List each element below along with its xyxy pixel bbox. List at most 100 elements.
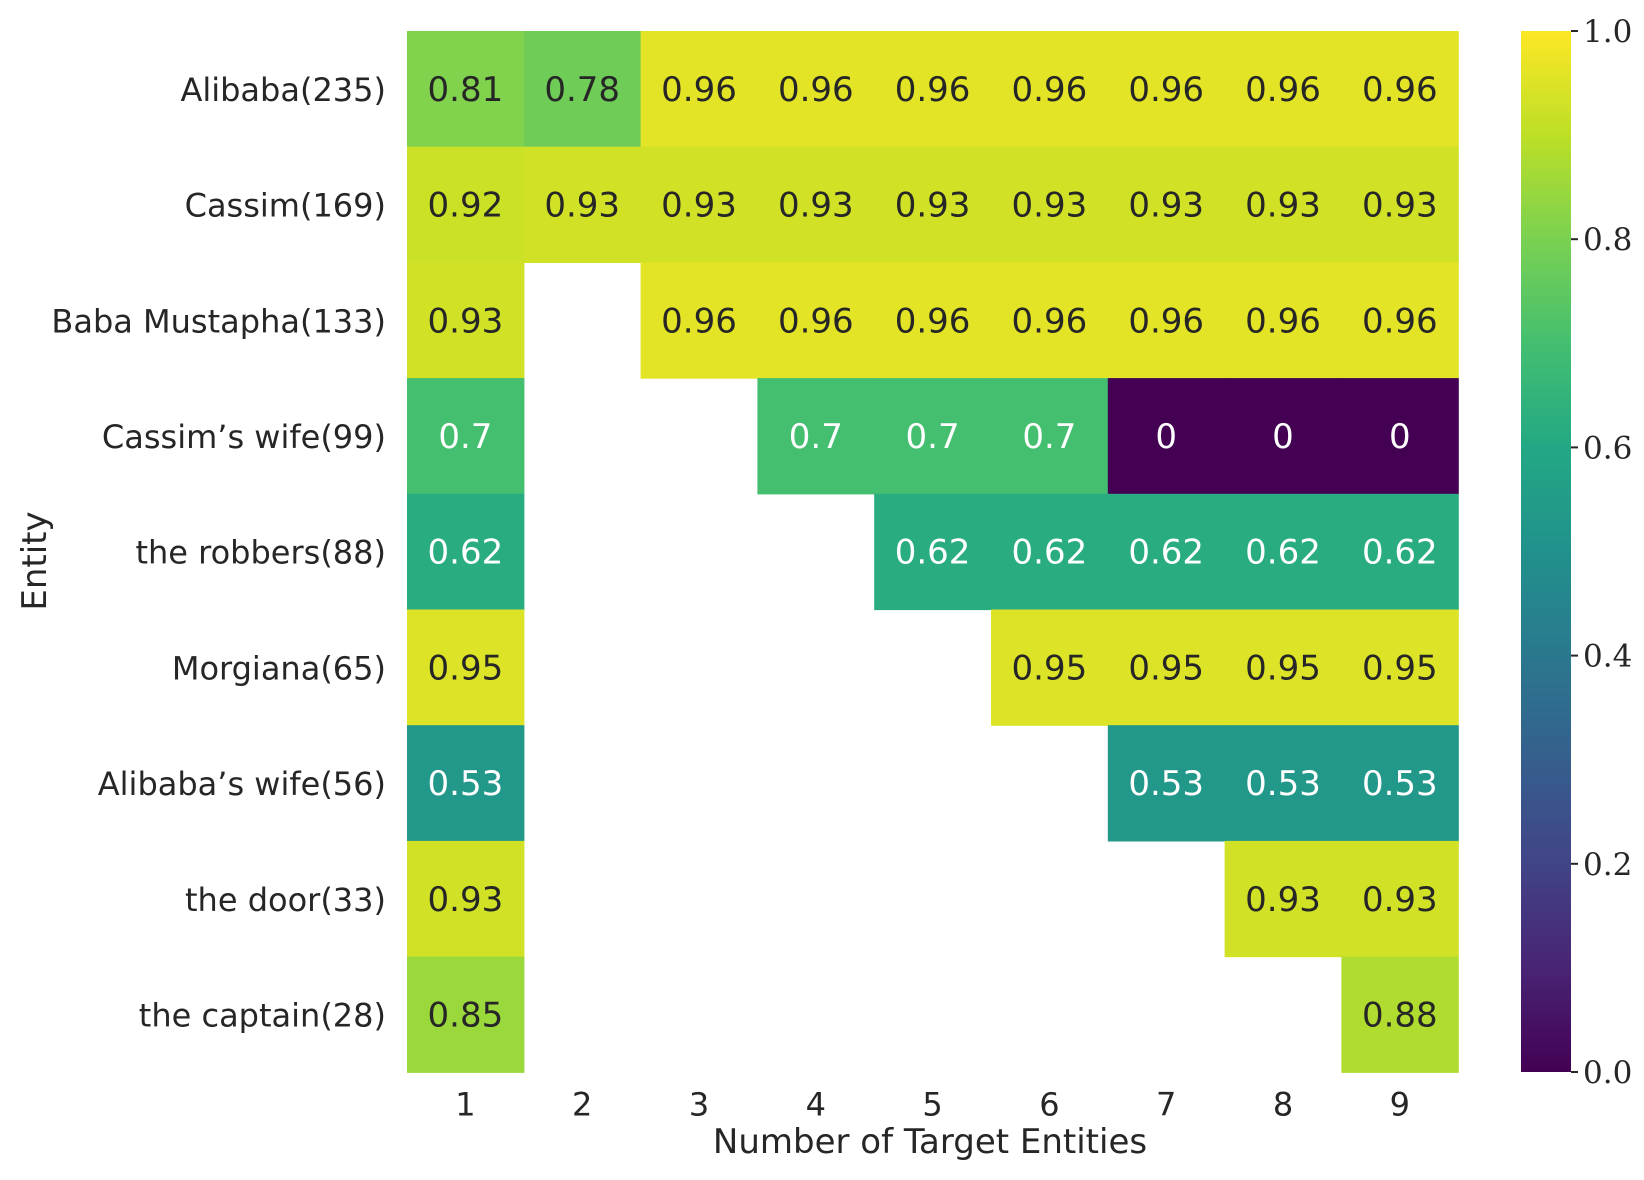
cell-value-label: 0.96 (1362, 301, 1438, 341)
heatmap-cell (757, 262, 875, 379)
heatmap-cell (640, 31, 758, 148)
cell-value-label: 0.96 (661, 301, 737, 341)
heatmap-cell (991, 262, 1109, 379)
heatmap-cell (1224, 146, 1342, 263)
cell-value-label: 0.93 (778, 186, 854, 226)
heatmap-cell (407, 840, 525, 958)
heatmap-cells (407, 31, 1459, 1073)
x-tick-label: 4 (806, 1085, 826, 1123)
cell-value-label: 0.93 (661, 186, 737, 226)
cell-value-label: 0.7 (906, 417, 960, 457)
heatmap-cell (523, 31, 642, 148)
heatmap-cell (991, 609, 1109, 726)
y-tick-label: Alibaba’s wife(56) (98, 765, 386, 803)
heatmap-cell (523, 146, 642, 263)
colorbar-tick-label: 0.2 (1583, 847, 1632, 883)
heatmap-cell (874, 378, 992, 495)
cell-value-label: 0.95 (1012, 648, 1088, 688)
heatmap-cell (1341, 146, 1459, 263)
cell-value-label: 0.96 (895, 301, 971, 341)
heatmap-cell (1341, 725, 1459, 842)
heatmap-cell-labels: 0.81 0.78 0.96 0.96 0.96 0.96 0.96 0.96 0.96 0.92… (428, 70, 1438, 1036)
heatmap-cell (407, 378, 525, 495)
heatmap-cell (640, 262, 758, 379)
y-tick-label: the robbers(88) (135, 534, 386, 572)
heatmap-cell (874, 31, 992, 148)
heatmap-cell (757, 146, 875, 263)
heatmap-cell (1107, 493, 1226, 611)
cell-value-label: 0.53 (1128, 764, 1204, 804)
cell-value-label: 0.53 (1245, 764, 1321, 804)
y-tick-label: the captain(28) (139, 996, 386, 1034)
cell-value-label: 0.96 (1128, 70, 1204, 110)
heatmap-cell (407, 262, 525, 379)
y-tick-label: Cassim’s wife(99) (102, 418, 386, 456)
cell-value-label: 0 (1272, 417, 1294, 457)
heatmap-cell (640, 146, 758, 263)
cell-value-label: 0.93 (428, 880, 504, 920)
cell-value-label: 0.93 (1362, 186, 1438, 226)
heatmap-cell (991, 378, 1109, 495)
y-tick-label: Cassim(169) (185, 187, 386, 225)
y-tick-label: Alibaba(235) (180, 71, 386, 109)
colorbar-ticks: 0.0 0.2 0.4 0.6 0.8 1.0 (1571, 14, 1632, 1091)
cell-value-label: 0.96 (661, 70, 737, 110)
cell-value-label: 0.96 (778, 301, 854, 341)
cell-value-label: 0.93 (1128, 186, 1204, 226)
cell-value-label: 0.62 (1128, 533, 1204, 573)
heatmap-cell (1224, 262, 1342, 379)
heatmap-cell (1341, 493, 1459, 611)
x-tick-label: 8 (1273, 1085, 1293, 1123)
cell-value-label: 0.96 (895, 70, 971, 110)
colorbar: 0.0 0.2 0.4 0.6 0.8 1.0 (1521, 14, 1632, 1091)
heatmap-cell (1341, 31, 1459, 148)
cell-value-label: 0.88 (1362, 995, 1438, 1035)
x-tick-label: 7 (1156, 1085, 1176, 1123)
heatmap-cell (1107, 378, 1226, 495)
cell-value-label: 0.93 (1245, 880, 1321, 920)
cell-value-label: 0.95 (428, 648, 504, 688)
cell-value-label: 0.95 (1128, 648, 1204, 688)
cell-value-label: 0.93 (428, 301, 504, 341)
heatmap-cell (991, 31, 1109, 148)
heatmap-cell (757, 31, 875, 148)
cell-value-label: 0.53 (1362, 764, 1438, 804)
heatmap-cell (757, 378, 875, 495)
heatmap-cell (874, 262, 992, 379)
heatmap-cell (1341, 840, 1459, 958)
heatmap-cell (991, 493, 1109, 611)
colorbar-tick-label: 0.8 (1583, 222, 1632, 258)
cell-value-label: 0.93 (1012, 186, 1088, 226)
heatmap-cell (874, 146, 992, 263)
y-tick-labels: Alibaba(235) Cassim(169) Baba Mustapha(133… (51, 71, 386, 1035)
heatmap-cell (407, 609, 525, 726)
cell-value-label: 0.96 (1362, 70, 1438, 110)
x-tick-label: 3 (689, 1085, 709, 1123)
cell-value-label: 0.62 (895, 533, 971, 573)
cell-value-label: 0.93 (1245, 186, 1321, 226)
cell-value-label: 0.81 (428, 70, 504, 110)
cell-value-label: 0.7 (1022, 417, 1076, 457)
x-tick-label: 9 (1390, 1085, 1410, 1123)
x-tick-label: 1 (455, 1085, 475, 1123)
heatmap-cell (1107, 725, 1226, 842)
cell-value-label: 0.95 (1245, 648, 1321, 688)
cell-value-label: 0.96 (1128, 301, 1204, 341)
x-tick-label: 5 (922, 1085, 942, 1123)
heatmap-cell (1224, 840, 1342, 958)
cell-value-label: 0.62 (1362, 533, 1438, 573)
heatmap-cell (1341, 378, 1459, 495)
heatmap-cell (1107, 262, 1226, 379)
heatmap-cell (1341, 609, 1459, 726)
heatmap-cell (407, 31, 525, 148)
cell-value-label: 0.7 (438, 417, 492, 457)
cell-value-label: 0 (1155, 417, 1177, 457)
heatmap-cell (1107, 31, 1226, 148)
heatmap-cell (1224, 609, 1342, 726)
cell-value-label: 0.7 (789, 417, 843, 457)
cell-value-label: 0.78 (544, 70, 620, 110)
x-tick-labels: 1 2 3 4 5 6 7 8 9 (455, 1085, 1410, 1123)
cell-value-label: 0.62 (1245, 533, 1321, 573)
cell-value-label: 0.96 (778, 70, 854, 110)
